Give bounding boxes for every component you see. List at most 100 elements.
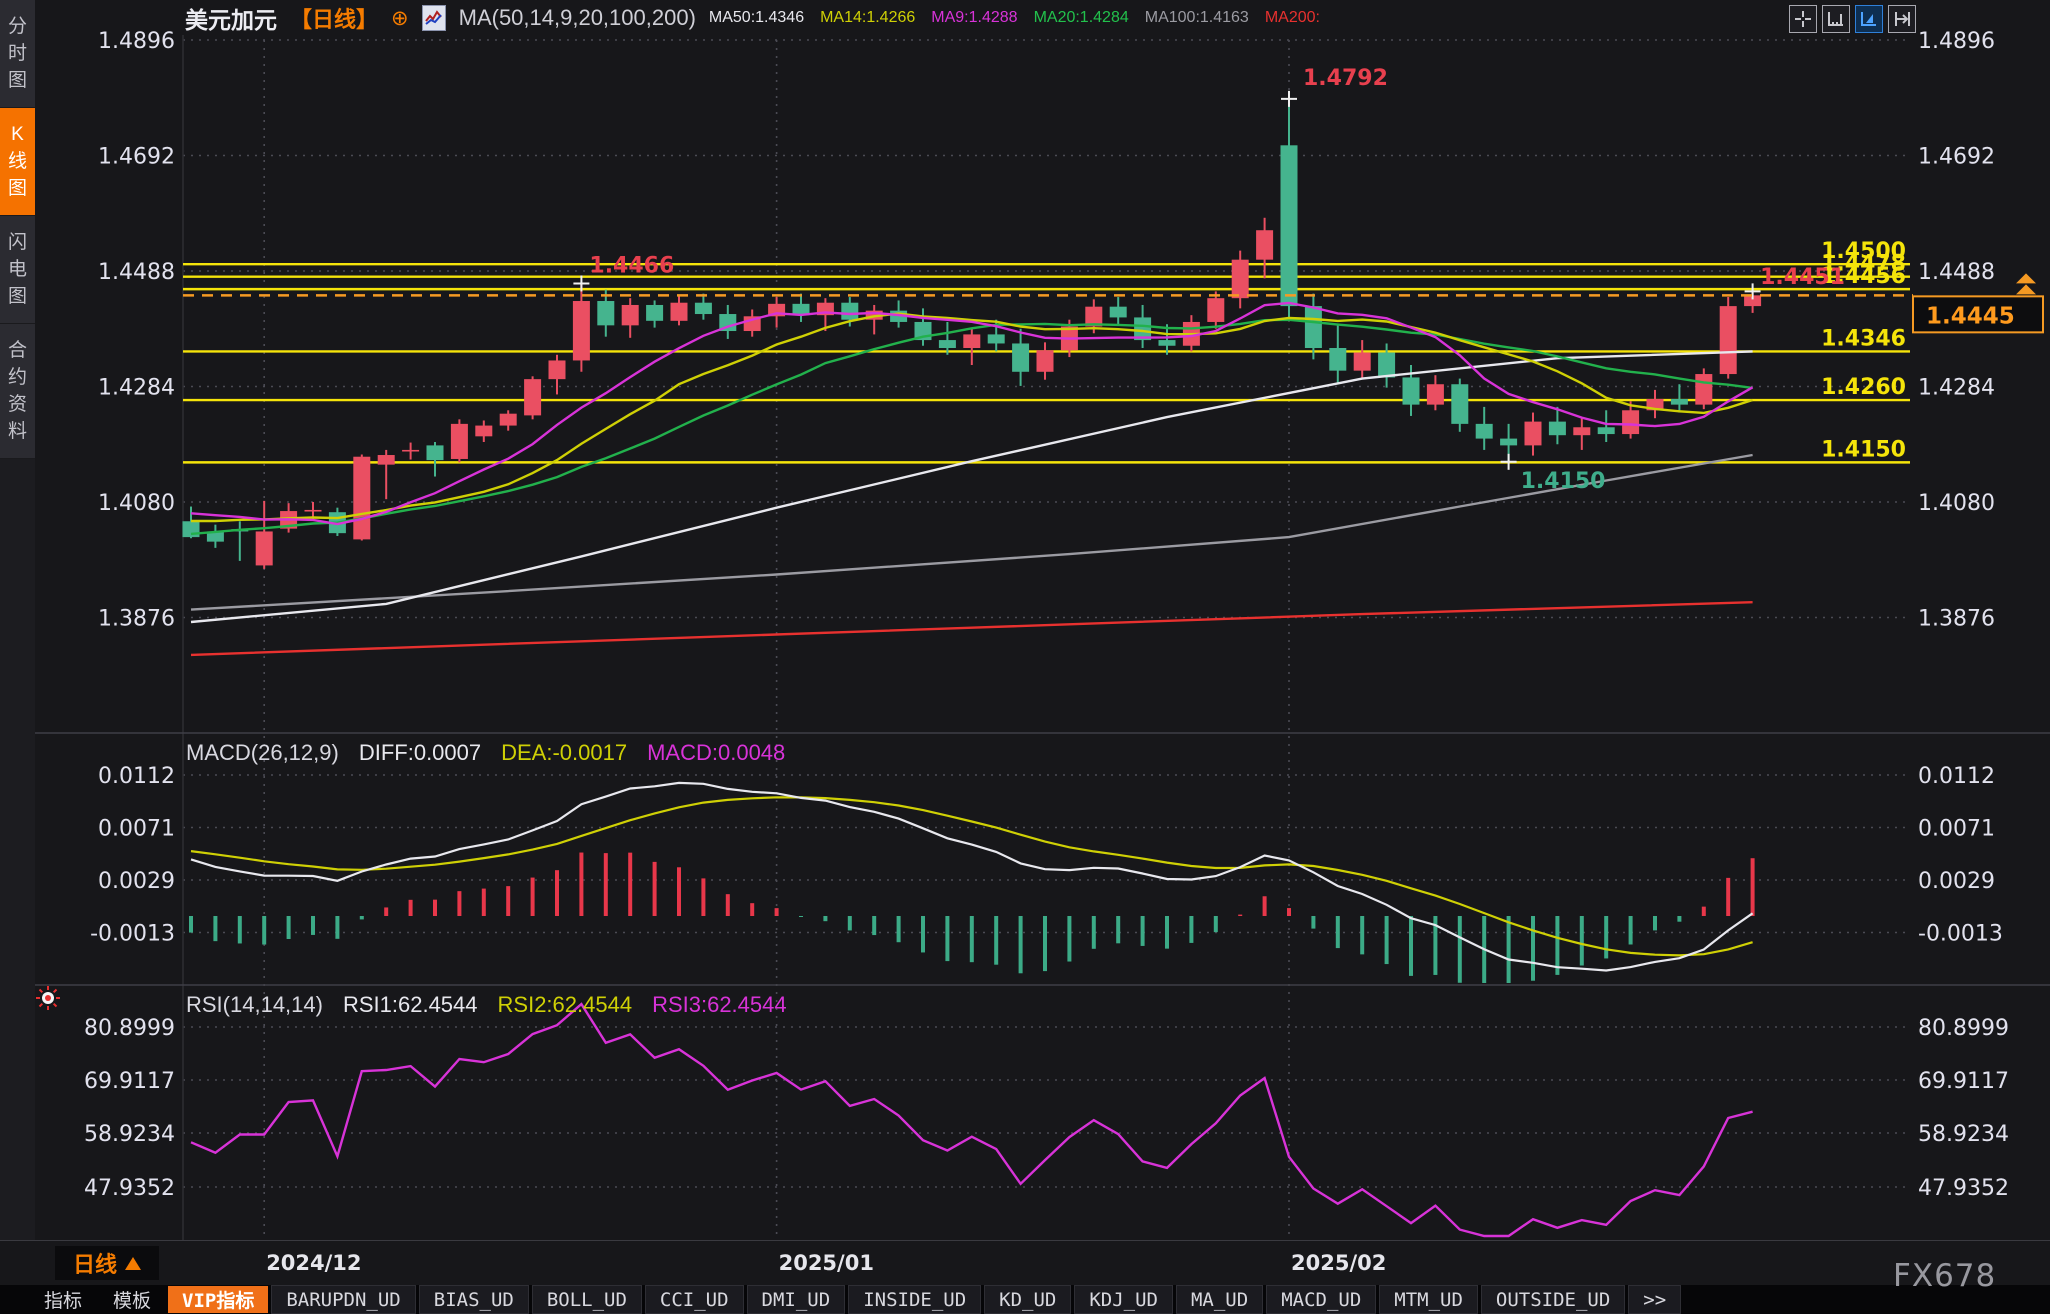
menu-tab-VIP-[interactable]: VIP指标 xyxy=(168,1286,269,1313)
ma-values: MA50:1.4346 MA14:1.4266 MA9:1.4288 MA20:1.4… xyxy=(709,9,1320,27)
rsi-value-label: RSI3:62.4544 xyxy=(652,992,787,1017)
menu-tab-CCI_UD[interactable]: CCI_UD xyxy=(644,1285,744,1314)
menu-tab-OUTSIDE_UD[interactable]: OUTSIDE_UD xyxy=(1480,1285,1626,1314)
svg-text:1.4792: 1.4792 xyxy=(1303,66,1388,91)
sidebar-tab-char: 线 xyxy=(7,151,27,172)
svg-text:1.4080: 1.4080 xyxy=(98,491,175,516)
chart-mode-icon[interactable] xyxy=(1855,5,1883,33)
svg-text:0.0071: 0.0071 xyxy=(98,817,175,842)
svg-text:1.3876: 1.3876 xyxy=(98,607,175,632)
svg-text:1.4260: 1.4260 xyxy=(1821,375,1906,400)
svg-text:1.4150: 1.4150 xyxy=(1821,437,1906,462)
sidebar-tab-char: 电 xyxy=(7,259,27,280)
svg-text:1.4488: 1.4488 xyxy=(98,260,175,285)
symbol-title: 美元加元 xyxy=(185,7,277,33)
ma-value-label: MA50:1.4346 xyxy=(708,9,805,26)
sidebar-tab-char: 分 xyxy=(7,16,27,37)
menu-tab--[interactable]: 指标 xyxy=(44,1290,83,1312)
svg-text:1.4692: 1.4692 xyxy=(1918,145,1995,170)
svg-text:1.4692: 1.4692 xyxy=(98,145,175,170)
menu-tab-KDJ_UD[interactable]: KDJ_UD xyxy=(1074,1285,1173,1314)
menu-tab-INSIDE_UD[interactable]: INSIDE_UD xyxy=(848,1285,982,1314)
svg-text:1.4080: 1.4080 xyxy=(1918,491,1995,516)
svg-text:1.4451: 1.4451 xyxy=(1760,265,1845,290)
svg-text:0.0071: 0.0071 xyxy=(1918,817,1995,842)
sidebar-tab-char: 闪 xyxy=(7,232,27,253)
svg-text:1.4896: 1.4896 xyxy=(1918,29,1995,54)
svg-text:1.4500: 1.4500 xyxy=(1821,239,1906,264)
svg-text:0.0029: 0.0029 xyxy=(98,869,175,894)
ma-value-label: MA14:1.4266 xyxy=(820,9,916,26)
period-selector-label: 日线 xyxy=(73,1252,118,1277)
rsi-value-label: RSI2:62.4544 xyxy=(497,992,633,1017)
ma-value-label: MA20:1.4284 xyxy=(1033,9,1129,26)
svg-text:80.8999: 80.8999 xyxy=(84,1016,175,1041)
menu-tab-KD_UD[interactable]: KD_UD xyxy=(984,1285,1072,1314)
svg-text:1.4284: 1.4284 xyxy=(98,376,175,401)
svg-text:1.4456: 1.4456 xyxy=(1821,264,1906,289)
ma-value-label: MA200: xyxy=(1264,9,1320,26)
scale-icon[interactable] xyxy=(1822,5,1850,33)
menu-tab-DMI_UD[interactable]: DMI_UD xyxy=(746,1285,846,1314)
add-compare-icon[interactable]: ⊕ xyxy=(391,6,409,30)
svg-text:0.0112: 0.0112 xyxy=(98,764,175,789)
date-axis-label: 2025/02 xyxy=(1291,1251,1387,1275)
menu-tab-MACD_UD[interactable]: MACD_UD xyxy=(1266,1285,1377,1314)
indicator-menu-bar: 指标 模板 VIP指标 BARUPDN_UD BIAS_UD BOLL_UD CCI_UD D… xyxy=(0,1285,2050,1314)
menu-tab->>[interactable]: >> xyxy=(1628,1285,1682,1314)
svg-text:-0.0013: -0.0013 xyxy=(1918,922,2003,947)
ma-value-label: MA100:1.4163 xyxy=(1144,9,1249,26)
svg-text:1.4445: 1.4445 xyxy=(1926,303,2015,329)
date-axis-label: 2025/01 xyxy=(778,1251,874,1275)
macd-value-label: MACD:0.0048 xyxy=(647,740,786,765)
sidebar-tab-char: 料 xyxy=(7,421,27,442)
svg-text:58.9234: 58.9234 xyxy=(84,1122,175,1147)
menu-tab-MTM_UD[interactable]: MTM_UD xyxy=(1379,1285,1478,1314)
svg-text:1.4346: 1.4346 xyxy=(1821,326,1906,351)
svg-text:-0.0013: -0.0013 xyxy=(90,922,175,947)
sidebar-tab-3[interactable]: 闪电图 xyxy=(0,216,35,324)
candle-chart-icon[interactable] xyxy=(421,5,446,31)
sidebar-tab-char: 图 xyxy=(7,178,27,199)
triangle-up-icon xyxy=(125,1256,142,1270)
watermark: FX678 xyxy=(1893,1258,1997,1294)
period-selector-button[interactable]: 日线 xyxy=(55,1246,160,1280)
date-axis-label: 2024/12 xyxy=(266,1251,362,1275)
rsi-value-label: RSI(14,14,14) xyxy=(186,992,323,1017)
svg-text:1.4896: 1.4896 xyxy=(98,29,175,54)
menu-tab-BIAS_UD[interactable]: BIAS_UD xyxy=(418,1285,529,1314)
svg-text:69.9117: 69.9117 xyxy=(84,1069,175,1094)
date-axis-bar: 日线 2024/12 2025/01 2025/02 xyxy=(0,1240,2050,1286)
pan-right-icon[interactable] xyxy=(1888,5,1916,33)
menu-tab--[interactable]: 模板 xyxy=(113,1290,152,1312)
svg-text:58.9234: 58.9234 xyxy=(1918,1122,2009,1147)
svg-text:1.4466: 1.4466 xyxy=(589,253,674,278)
crosshair-icon[interactable] xyxy=(1789,5,1817,33)
svg-text:1.4150: 1.4150 xyxy=(1521,469,1606,494)
rsi-value-label: RSI1:62.4544 xyxy=(342,992,478,1017)
svg-text:80.8999: 80.8999 xyxy=(1918,1016,2009,1041)
ma-settings-label: MA(50,14,9,20,100,200) xyxy=(458,5,696,30)
chart-header: 美元加元 【日线】 ⊕ MA(50,14,9,20,100,200) MA50:… xyxy=(185,0,1320,36)
macd-value-label: MACD(26,12,9) xyxy=(186,740,339,765)
period-tag[interactable]: 【日线】 xyxy=(290,7,379,32)
macd-header: MACD(26,12,9) DIFF:0.0007 DEA:-0.0017 MACD:… xyxy=(186,740,785,766)
menu-tab-BOLL_UD[interactable]: BOLL_UD xyxy=(531,1285,642,1314)
macd-value-label: DIFF:0.0007 xyxy=(358,740,482,765)
sidebar-tab-4[interactable]: 合约资料 xyxy=(0,324,35,459)
menu-tab-MA_UD[interactable]: MA_UD xyxy=(1175,1285,1264,1314)
ma-value-label: MA9:1.4288 xyxy=(931,9,1018,26)
sidebar-tab-1[interactable]: 分时图 xyxy=(0,0,35,108)
rsi-header: RSI(14,14,14) RSI1:62.4544 RSI2:62.4544 RSI… xyxy=(186,992,787,1018)
sidebar-tab-char: 合 xyxy=(7,340,27,361)
svg-text:1.4478: 1.4478 xyxy=(1821,252,1906,277)
chart-toolbar xyxy=(1789,5,1916,33)
menu-tab-BARUPDN_UD[interactable]: BARUPDN_UD xyxy=(271,1285,416,1314)
sidebar-tab-char: K xyxy=(11,124,24,145)
macd-value-label: DEA:-0.0017 xyxy=(501,740,628,765)
svg-text:47.9352: 47.9352 xyxy=(1918,1176,2009,1201)
